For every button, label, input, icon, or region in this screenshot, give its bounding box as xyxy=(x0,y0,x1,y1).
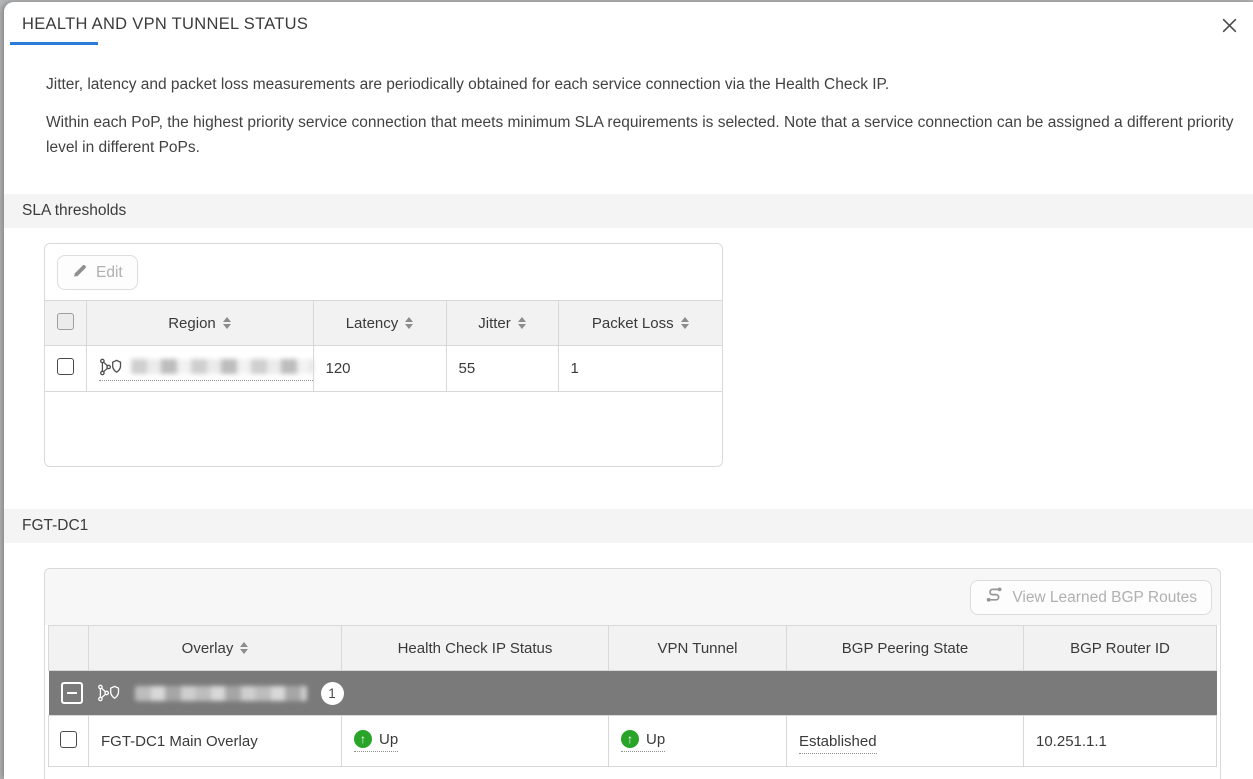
peering-state-value: Established xyxy=(799,732,877,754)
column-header-label: Health Check IP Status xyxy=(397,639,553,657)
row-checkbox[interactable] xyxy=(60,730,77,748)
sla-toolbar: Edit xyxy=(45,244,722,300)
collapse-group-button[interactable] xyxy=(60,682,83,705)
column-header-label: BGP Router ID xyxy=(1070,639,1170,657)
fgt-toolbar: View Learned BGP Routes xyxy=(45,569,1220,625)
sort-icon xyxy=(222,317,231,329)
region-cell xyxy=(85,345,314,392)
redacted-pop-name xyxy=(134,685,307,701)
status-label: Up xyxy=(379,730,399,748)
column-header-label: Packet Loss xyxy=(591,314,674,332)
edit-button[interactable]: Edit xyxy=(57,255,138,290)
column-header-label: VPN Tunnel xyxy=(657,639,738,657)
sort-icon xyxy=(240,642,249,654)
column-header-jitter[interactable]: Jitter xyxy=(445,300,559,346)
group-count-badge: 1 xyxy=(320,681,344,705)
jitter-cell: 55 xyxy=(445,345,559,392)
secure-pop-icon xyxy=(97,683,121,703)
row-checkbox[interactable] xyxy=(56,358,74,375)
sort-icon xyxy=(517,317,526,329)
minus-icon xyxy=(66,692,77,695)
intro-text: Jitter, latency and packet loss measurem… xyxy=(46,72,1237,173)
close-icon xyxy=(1221,17,1238,37)
section-header-sla-thresholds: SLA thresholds xyxy=(4,194,1253,228)
region-value xyxy=(98,357,313,381)
route-icon xyxy=(985,586,1004,609)
overlay-row[interactable]: FGT-DC1 Main Overlay ↑ Up ↑ Up xyxy=(48,715,1217,767)
row-select-cell[interactable] xyxy=(48,715,89,767)
column-header-overlay[interactable]: Overlay xyxy=(88,625,342,671)
select-all-checkbox[interactable] xyxy=(56,312,74,330)
page-title: HEALTH AND VPN TUNNEL STATUS xyxy=(22,15,309,33)
column-header-label: Jitter xyxy=(478,314,511,332)
edit-button-label: Edit xyxy=(96,263,123,281)
row-select-cell[interactable] xyxy=(45,345,87,392)
sla-table: Region Latency Jitter Packet Loss xyxy=(45,300,722,392)
vpn-tunnel-cell: ↑ Up xyxy=(608,715,787,767)
view-routes-label: View Learned BGP Routes xyxy=(1012,588,1197,606)
column-header-packet-loss[interactable]: Packet Loss xyxy=(557,300,722,346)
section-label: SLA thresholds xyxy=(22,202,127,219)
sort-icon xyxy=(680,317,689,329)
status-label: Up xyxy=(646,730,666,748)
intro-paragraph-2: Within each PoP, the highest priority se… xyxy=(46,114,1234,156)
section-label: FGT-DC1 xyxy=(22,517,89,534)
fgt-dc1-card: View Learned BGP Routes Overlay Health C… xyxy=(44,568,1221,779)
overlay-cell: FGT-DC1 Main Overlay xyxy=(88,715,342,767)
status-up-icon: ↑ xyxy=(354,730,372,748)
health-vpn-status-modal: HEALTH AND VPN TUNNEL STATUS Jitter, lat… xyxy=(4,2,1253,779)
pop-group-row[interactable]: 1 xyxy=(48,670,1217,716)
view-learned-bgp-routes-button[interactable]: View Learned BGP Routes xyxy=(970,580,1212,615)
packet-loss-cell: 1 xyxy=(557,345,722,392)
redacted-region-name xyxy=(130,359,313,374)
column-header-label: BGP Peering State xyxy=(841,639,969,657)
active-tab-indicator xyxy=(10,42,98,45)
sla-thresholds-card: Edit Region Latency Jitter xyxy=(44,243,723,467)
section-header-fgt-dc1: FGT-DC1 xyxy=(4,509,1253,543)
pop-group-cell: 1 xyxy=(48,670,1217,716)
column-header-bgp-peering[interactable]: BGP Peering State xyxy=(786,625,1024,671)
sort-icon xyxy=(405,317,414,329)
select-all-header-cell[interactable] xyxy=(45,300,87,346)
sla-table-header-row: Region Latency Jitter Packet Loss xyxy=(45,300,722,346)
column-header-health-check[interactable]: Health Check IP Status xyxy=(341,625,609,671)
health-status-value: ↑ Up xyxy=(354,730,399,752)
latency-cell: 120 xyxy=(312,345,447,392)
column-header-bgp-router-id[interactable]: BGP Router ID xyxy=(1023,625,1217,671)
column-header-vpn-tunnel[interactable]: VPN Tunnel xyxy=(608,625,787,671)
fgt-table-header-row: Overlay Health Check IP Status VPN Tunne… xyxy=(48,625,1217,671)
secure-pop-icon xyxy=(99,357,123,377)
health-check-status-cell: ↑ Up xyxy=(341,715,609,767)
intro-paragraph-1: Jitter, latency and packet loss measurem… xyxy=(46,76,890,93)
column-header-label: Latency xyxy=(345,314,399,332)
select-column-header xyxy=(48,625,89,671)
sla-table-row[interactable]: 120 55 1 xyxy=(45,345,722,392)
column-header-label: Region xyxy=(168,314,216,332)
vpn-status-value: ↑ Up xyxy=(621,730,666,752)
column-header-label: Overlay xyxy=(181,639,234,657)
pencil-icon xyxy=(72,262,88,283)
modal-header: HEALTH AND VPN TUNNEL STATUS xyxy=(4,2,1253,54)
fgt-table: Overlay Health Check IP Status VPN Tunne… xyxy=(48,625,1217,767)
column-header-region[interactable]: Region xyxy=(85,300,314,346)
bgp-peering-state-cell: Established xyxy=(786,715,1024,767)
status-up-icon: ↑ xyxy=(621,730,639,748)
bgp-router-id-cell: 10.251.1.1 xyxy=(1023,715,1217,767)
close-button[interactable] xyxy=(1217,15,1241,39)
column-header-latency[interactable]: Latency xyxy=(312,300,447,346)
